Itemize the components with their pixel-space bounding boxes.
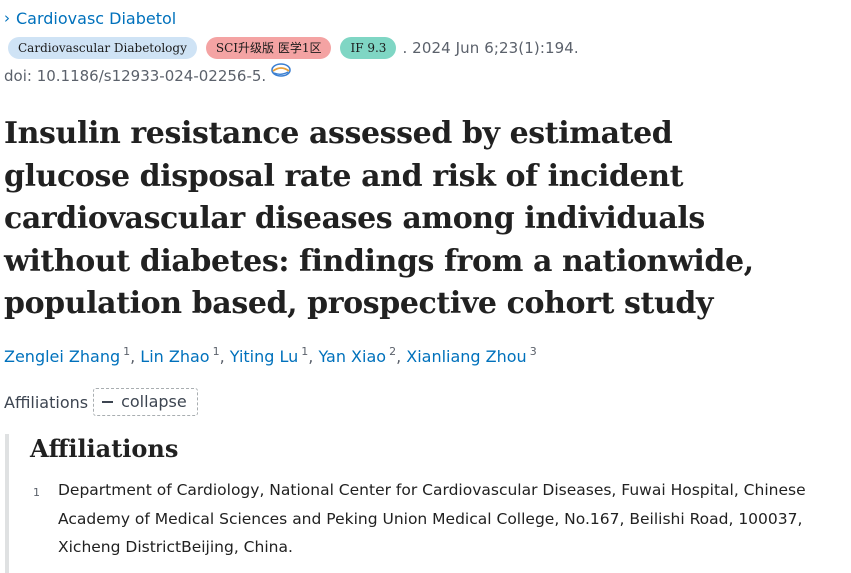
affiliations-label: Affiliations — [4, 392, 89, 412]
journal-link[interactable]: › Cardiovasc Diabetol — [4, 9, 176, 28]
affiliations-panel: Affiliations 1 Department of Cardiology,… — [5, 434, 851, 573]
author-link[interactable]: Zenglei Zhang — [4, 347, 121, 366]
article-title: Insulin resistance assessed by estimated… — [4, 116, 754, 321]
affiliation-ref[interactable]: 2 — [389, 345, 397, 358]
author-link[interactable]: Yan Xiao — [318, 347, 387, 366]
author-separator: , — [219, 347, 230, 366]
affiliation-item: 1 Department of Cardiology, National Cen… — [33, 481, 851, 562]
author-separator: , — [308, 347, 319, 366]
affiliation-text: Department of Cardiology, National Cente… — [58, 481, 806, 556]
sci-rank-badge[interactable]: SCI升级版 医学1区 — [205, 37, 332, 59]
affiliation-ref[interactable]: 1 — [123, 345, 131, 358]
affiliation-ref[interactable]: 1 — [212, 345, 220, 358]
journal-full-badge[interactable]: Cardiovascular Diabetology — [8, 37, 197, 59]
affiliation-ref[interactable]: 1 — [301, 345, 309, 358]
doi-text: doi: 10.1186/s12933-024-02256-5. — [4, 67, 267, 85]
impact-factor-badge[interactable]: IF 9.3 — [340, 37, 397, 59]
doi-line: doi: 10.1186/s12933-024-02256-5. — [4, 63, 292, 85]
author-separator: , — [396, 347, 407, 366]
journal-name[interactable]: Cardiovasc Diabetol — [16, 9, 177, 28]
affiliation-ref[interactable]: 3 — [529, 345, 537, 358]
collapse-button[interactable]: collapse — [93, 388, 198, 416]
author-list: Zenglei Zhang 1, Lin Zhao 1, Yiting Lu 1, Y… — [4, 345, 537, 366]
author-separator: , — [130, 347, 141, 366]
minus-icon — [102, 400, 114, 403]
affiliation-number: 1 — [33, 486, 40, 499]
chevron-right-icon: › — [4, 9, 10, 27]
publication-date: . 2024 Jun 6;23(1):194. — [402, 39, 579, 57]
affiliations-heading: Affiliations — [30, 434, 179, 463]
journal-badges: Cardiovascular Diabetology SCI升级版 医学1区 I… — [8, 37, 579, 59]
author-link[interactable]: Xianliang Zhou — [406, 347, 527, 366]
author-link[interactable]: Yiting Lu — [229, 347, 299, 366]
author-link[interactable]: Lin Zhao — [140, 347, 210, 366]
collapse-button-label: collapse — [121, 392, 187, 411]
link-globe-icon[interactable] — [270, 63, 292, 77]
affiliations-toggle: Affiliations collapse — [4, 388, 198, 416]
